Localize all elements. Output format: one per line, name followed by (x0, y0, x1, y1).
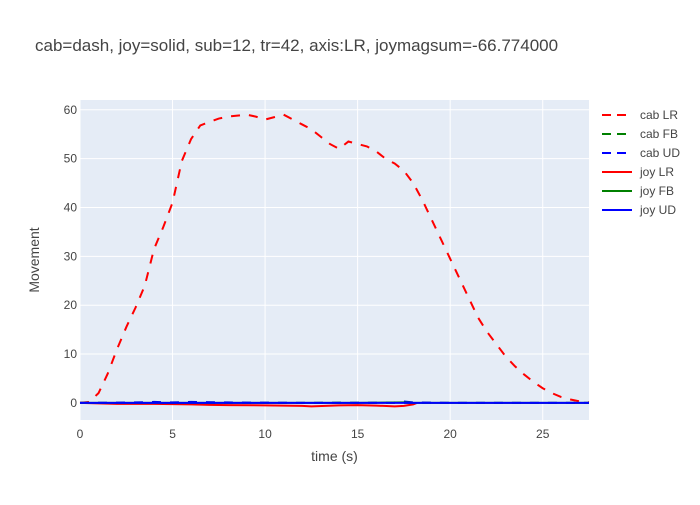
y-tick-label: 30 (64, 249, 78, 263)
legend: cab LR cab FB cab UD joy LR joy FB joy UD (602, 108, 680, 217)
x-tick-label: 20 (444, 427, 458, 441)
x-tick-label: 25 (536, 427, 550, 441)
x-tick-label: 5 (169, 427, 176, 441)
y-axis-title: Movement (26, 227, 42, 292)
legend-label: cab LR (640, 108, 678, 122)
y-tick-label: 60 (64, 103, 78, 117)
chart-title: cab=dash, joy=solid, sub=12, tr=42, axis… (35, 36, 558, 55)
y-tick-label: 0 (70, 396, 77, 410)
y-tick-label: 20 (64, 298, 78, 312)
x-tick-label: 0 (77, 427, 84, 441)
legend-label: joy LR (639, 165, 674, 179)
plot-background (80, 100, 589, 420)
x-tick-label: 15 (351, 427, 365, 441)
x-tick-label: 10 (258, 427, 272, 441)
y-tick-label: 50 (64, 152, 78, 166)
x-axis-title: time (s) (311, 448, 358, 464)
legend-label: cab UD (640, 146, 680, 160)
legend-label: joy FB (639, 184, 674, 198)
legend-label: joy UD (639, 203, 676, 217)
legend-label: cab FB (640, 127, 678, 141)
y-tick-label: 10 (64, 347, 78, 361)
y-tick-label: 40 (64, 200, 78, 214)
